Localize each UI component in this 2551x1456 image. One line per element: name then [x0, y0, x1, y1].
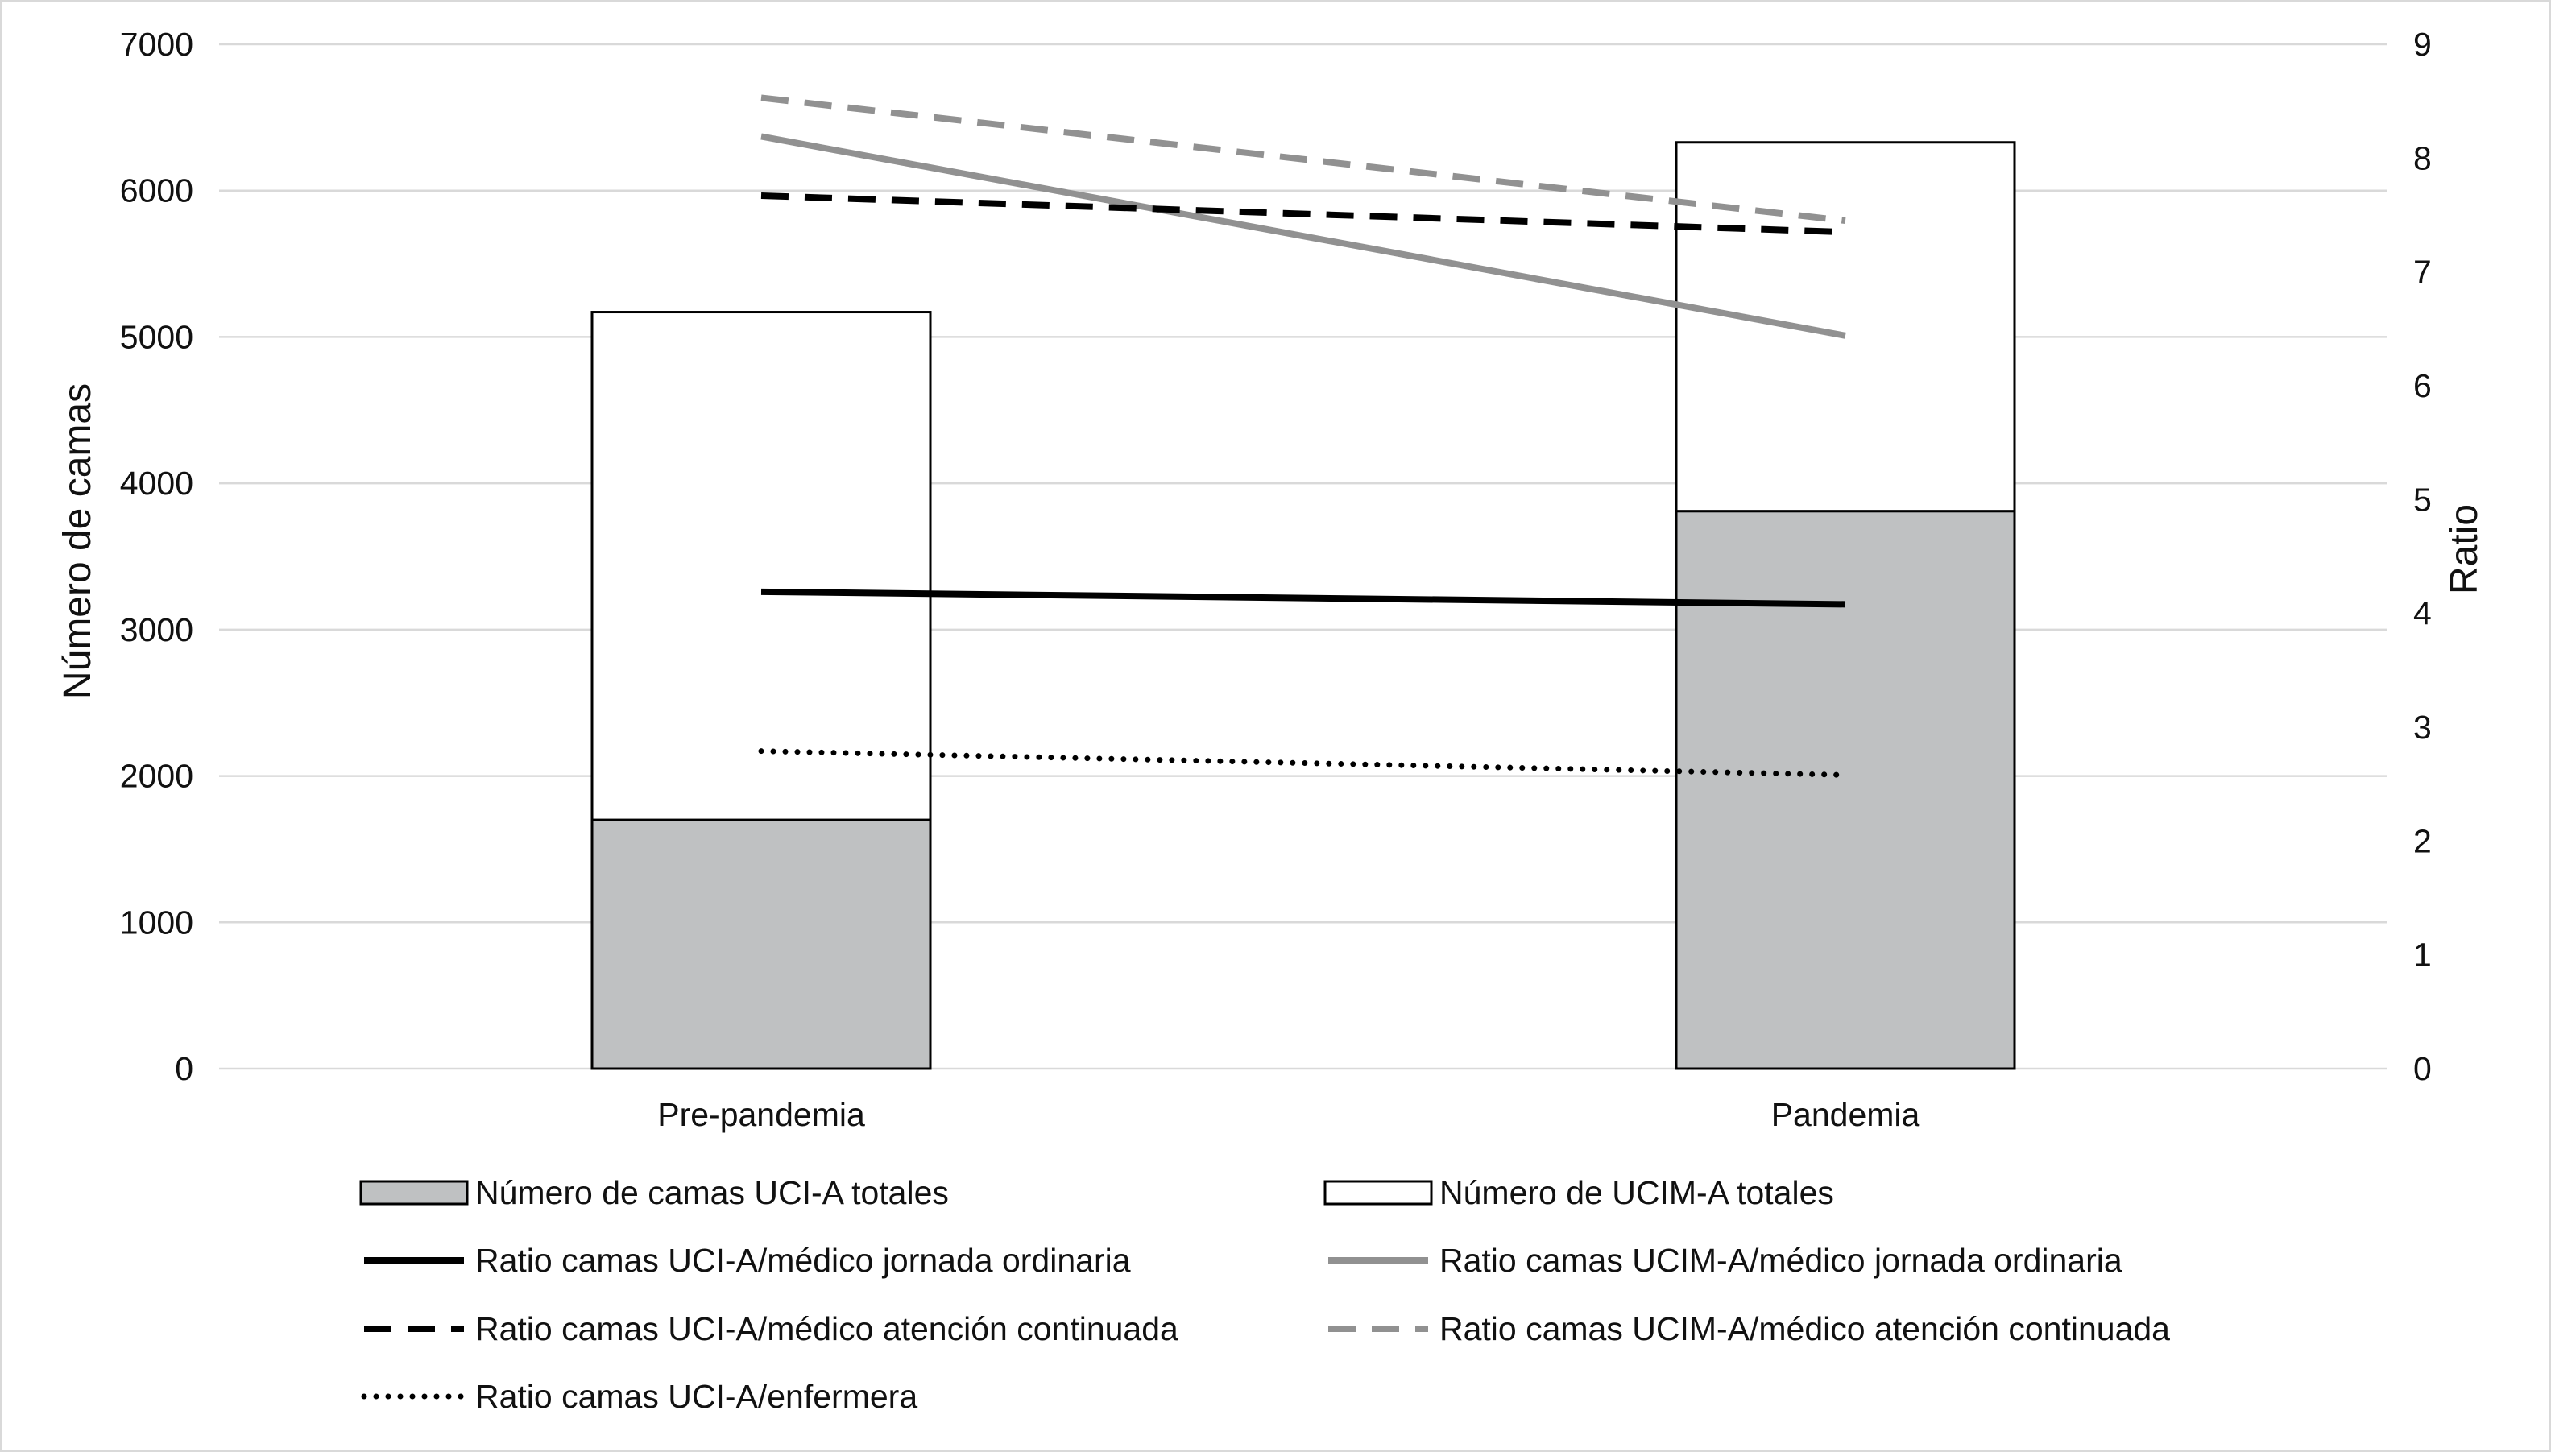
y-axis-title: Número de camas — [56, 383, 99, 699]
ratio-line-3 — [760, 94, 1846, 225]
legend-swatch — [359, 1180, 469, 1206]
ratio-line-1 — [760, 133, 1846, 339]
x-axis: Pre-pandemia Pandemia — [657, 1096, 1919, 1133]
legend-item: Ratio camas UCI-A/enfermera — [361, 1378, 917, 1415]
y-tick-label: 3000 — [120, 611, 193, 648]
legend-label: Ratio camas UCIM-A/médico atención conti… — [1439, 1310, 2170, 1347]
legend-item: Número de camas UCI-A totales — [359, 1174, 949, 1211]
gridlines — [219, 43, 2387, 1070]
y-tick-label: 2000 — [120, 758, 193, 795]
y2-tick-label: 2 — [2413, 822, 2432, 859]
y2-tick-label: 0 — [2413, 1050, 2432, 1087]
legend-label: Ratio camas UCI-A/enfermera — [475, 1378, 917, 1415]
y-tick-label: 5000 — [120, 318, 193, 355]
y2-tick-label: 7 — [2413, 254, 2432, 291]
bar-segment-1 — [590, 311, 932, 821]
y2-tick-label: 8 — [2413, 139, 2432, 176]
y-tick-label: 7000 — [120, 26, 193, 63]
legend-label: Ratio camas UCI-A/médico jornada ordinar… — [475, 1242, 1131, 1279]
legend-item: Número de UCIM-A totales — [1323, 1174, 1834, 1211]
ratio-line-0 — [760, 588, 1846, 608]
y-tick-label: 4000 — [120, 465, 193, 502]
bar-segment-1 — [1675, 141, 2016, 513]
ratio-line-2 — [760, 192, 1846, 236]
bars — [590, 141, 2016, 1070]
legend-label: Ratio camas UCI-A/médico atención contin… — [475, 1310, 1178, 1347]
y-axis-right: 0 1 2 3 4 5 6 7 8 9 — [2413, 26, 2432, 1087]
bar-segment-0 — [1675, 510, 2016, 1070]
y2-tick-label: 3 — [2413, 709, 2432, 746]
y-tick-label: 6000 — [120, 172, 193, 209]
legend-label: Número de UCIM-A totales — [1439, 1174, 1834, 1211]
y2-tick-label: 6 — [2413, 367, 2432, 404]
ratio-lines — [758, 94, 1849, 778]
legend-swatch — [1323, 1180, 1433, 1206]
legend-label: Ratio camas UCIM-A/médico jornada ordina… — [1439, 1242, 2122, 1279]
y2-axis-title: Ratio — [2443, 504, 2486, 594]
y-tick-label: 0 — [175, 1050, 193, 1087]
legend: Número de camas UCI-A totales Número de U… — [359, 1174, 2170, 1415]
y2-tick-label: 1 — [2413, 937, 2432, 974]
y-axis-left: 0 1000 2000 3000 4000 5000 6000 7000 — [120, 26, 193, 1087]
legend-item: Ratio camas UCI-A/médico jornada ordinar… — [364, 1242, 1131, 1279]
x-tick-label: Pandemia — [1771, 1096, 1920, 1133]
y2-tick-label: 5 — [2413, 481, 2432, 518]
legend-item: Ratio camas UCI-A/médico atención contin… — [364, 1310, 1178, 1347]
legend-label: Número de camas UCI-A totales — [475, 1174, 949, 1211]
bar-segment-0 — [590, 818, 932, 1070]
y-tick-label: 1000 — [120, 904, 193, 941]
y2-tick-label: 9 — [2413, 26, 2432, 63]
ratio-line-4 — [758, 748, 1849, 778]
x-tick-label: Pre-pandemia — [657, 1096, 865, 1133]
legend-item: Ratio camas UCIM-A/médico atención conti… — [1328, 1310, 2170, 1347]
legend-item: Ratio camas UCIM-A/médico jornada ordina… — [1328, 1242, 2122, 1279]
y2-tick-label: 4 — [2413, 595, 2432, 632]
